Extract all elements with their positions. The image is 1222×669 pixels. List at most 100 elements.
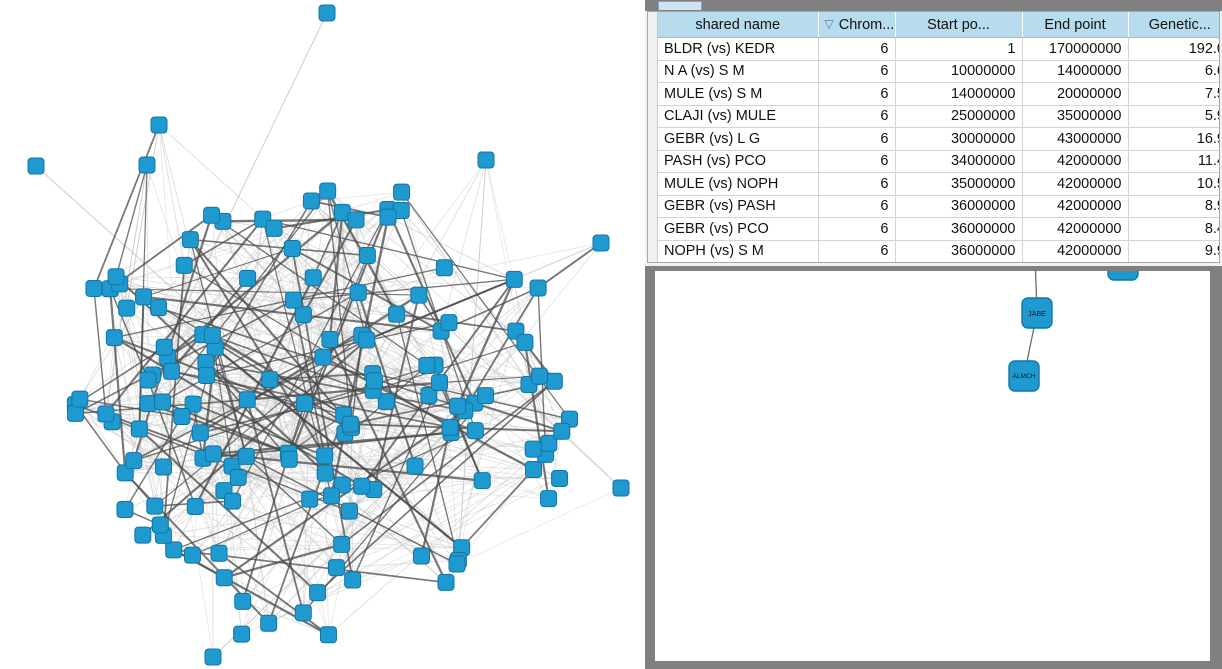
main-network-edge[interactable] <box>158 306 458 408</box>
main-network-edge[interactable] <box>293 299 540 377</box>
main-network-edge[interactable] <box>113 336 352 429</box>
subnetwork-canvas[interactable]: JOAKMADRSABEBLDRNOPHCLAJIKEDRGEBRMULEL G… <box>655 271 1210 661</box>
main-network-edge[interactable] <box>205 200 313 376</box>
main-network-edge[interactable] <box>350 423 560 479</box>
main-network-edge[interactable] <box>245 455 343 545</box>
main-network-edge[interactable] <box>349 287 539 512</box>
main-network-node[interactable] <box>260 614 278 632</box>
main-network-edge[interactable] <box>343 414 534 450</box>
main-network-edge[interactable] <box>142 339 368 536</box>
main-network-edge[interactable] <box>232 484 343 502</box>
main-network-node[interactable] <box>531 367 549 385</box>
main-network-edge[interactable] <box>456 487 622 565</box>
main-network-node[interactable] <box>418 356 436 374</box>
main-network-node[interactable] <box>234 592 252 610</box>
main-network-node[interactable] <box>318 4 336 22</box>
subnetwork-node-shape[interactable] <box>1021 297 1053 329</box>
main-network-edge[interactable] <box>396 313 570 420</box>
main-network-edge[interactable] <box>341 380 555 546</box>
main-network-node[interactable] <box>204 445 222 463</box>
main-network-node[interactable] <box>316 447 334 465</box>
main-network-node[interactable] <box>347 211 365 229</box>
main-network-edge[interactable] <box>460 468 535 549</box>
main-network-node[interactable] <box>358 246 376 264</box>
main-network-edge[interactable] <box>312 211 344 279</box>
main-network-node[interactable] <box>150 299 168 317</box>
main-network-edge[interactable] <box>192 403 325 457</box>
main-network-node[interactable] <box>265 219 283 237</box>
main-network-node[interactable] <box>130 420 148 438</box>
main-network-edge[interactable] <box>288 414 345 454</box>
main-network-edge[interactable] <box>355 219 368 341</box>
main-network-edge[interactable] <box>537 242 602 289</box>
main-network-edge[interactable] <box>218 313 398 554</box>
main-network-edge[interactable] <box>115 164 148 277</box>
main-network-edge[interactable] <box>93 124 160 289</box>
main-network-edge[interactable] <box>262 218 515 281</box>
main-network-edge[interactable] <box>183 265 194 405</box>
main-network-node[interactable] <box>379 208 397 226</box>
main-network-node[interactable] <box>435 259 453 277</box>
subnetwork-panel[interactable]: JOAKMADRSABEBLDRNOPHCLAJIKEDRGEBRMULEL G… <box>645 266 1222 669</box>
main-network-edge[interactable] <box>401 191 530 385</box>
main-network-edge[interactable] <box>222 218 357 223</box>
main-network-canvas[interactable] <box>0 0 645 669</box>
main-network-node[interactable] <box>316 464 334 482</box>
table-tab[interactable] <box>658 1 702 10</box>
main-network-edge[interactable] <box>162 292 359 403</box>
main-network-edge[interactable] <box>242 469 534 602</box>
main-network-node[interactable] <box>477 151 495 169</box>
main-network-node[interactable] <box>135 288 153 306</box>
main-network-node[interactable] <box>477 387 495 405</box>
main-network-node[interactable] <box>146 497 164 515</box>
main-network-edge[interactable] <box>440 330 486 396</box>
main-network-edge[interactable] <box>457 159 487 561</box>
main-network-edge[interactable] <box>162 265 186 536</box>
main-network-node[interactable] <box>393 183 411 201</box>
main-network-node[interactable] <box>321 331 339 349</box>
main-network-edge[interactable] <box>247 399 416 467</box>
main-network-node[interactable] <box>27 157 45 175</box>
main-network-edge[interactable] <box>291 248 354 581</box>
main-network-node[interactable] <box>420 387 438 405</box>
main-network-edge[interactable] <box>396 313 459 561</box>
main-network-node[interactable] <box>540 490 558 508</box>
main-network-edge[interactable] <box>241 403 306 602</box>
main-network-edge[interactable] <box>211 215 345 416</box>
main-network-node[interactable] <box>358 331 376 349</box>
main-network-node[interactable] <box>437 573 455 591</box>
main-network-node[interactable] <box>410 286 428 304</box>
main-network-node[interactable] <box>296 395 314 413</box>
main-network-node[interactable] <box>440 314 458 332</box>
main-network-node[interactable] <box>223 492 241 510</box>
main-network-node[interactable] <box>612 479 630 497</box>
main-network-edge[interactable] <box>199 294 420 434</box>
main-network-node[interactable] <box>151 516 169 534</box>
main-network-node[interactable] <box>186 497 204 515</box>
main-network-edge[interactable] <box>414 430 562 467</box>
main-network-edge[interactable] <box>434 364 530 385</box>
subnetwork-node[interactable]: PCO <box>1107 271 1139 281</box>
main-network-node[interactable] <box>344 571 362 589</box>
subnetwork-graph[interactable]: JOAKMADRSABEBLDRNOPHCLAJIKEDRGEBRMULEL G… <box>655 271 1210 661</box>
main-network-edge[interactable] <box>238 448 534 478</box>
main-network-node[interactable] <box>294 604 312 622</box>
main-network-node[interactable] <box>314 348 332 366</box>
main-network-node[interactable] <box>349 284 367 302</box>
main-network-node[interactable] <box>165 541 183 559</box>
main-network-edge[interactable] <box>245 456 270 624</box>
main-network-node[interactable] <box>280 450 298 468</box>
edge-table-panel[interactable]: shared name ▽ Chrom... Start po... End po… <box>645 0 1222 266</box>
main-network-edge[interactable] <box>158 124 275 229</box>
main-network-edge[interactable] <box>214 346 463 549</box>
main-network-edge[interactable] <box>440 159 487 332</box>
main-network-edge[interactable] <box>109 288 127 473</box>
main-network-node[interactable] <box>181 231 199 249</box>
main-network-edge[interactable] <box>114 267 445 339</box>
main-network-node[interactable] <box>71 390 89 408</box>
main-network-node[interactable] <box>215 569 233 587</box>
main-network-node[interactable] <box>150 116 168 134</box>
